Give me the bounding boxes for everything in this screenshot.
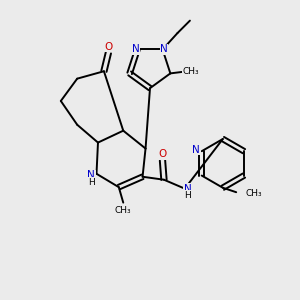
Text: N: N — [132, 44, 140, 55]
Text: H: H — [184, 191, 191, 200]
Text: O: O — [158, 149, 166, 160]
Text: H: H — [88, 178, 94, 187]
Text: N: N — [87, 170, 95, 180]
Text: CH₃: CH₃ — [115, 206, 132, 214]
Text: N: N — [184, 184, 192, 194]
Text: CH₃: CH₃ — [183, 68, 200, 76]
Text: N: N — [193, 145, 200, 155]
Text: N: N — [160, 44, 168, 55]
Text: CH₃: CH₃ — [245, 189, 262, 198]
Text: O: O — [104, 42, 112, 52]
